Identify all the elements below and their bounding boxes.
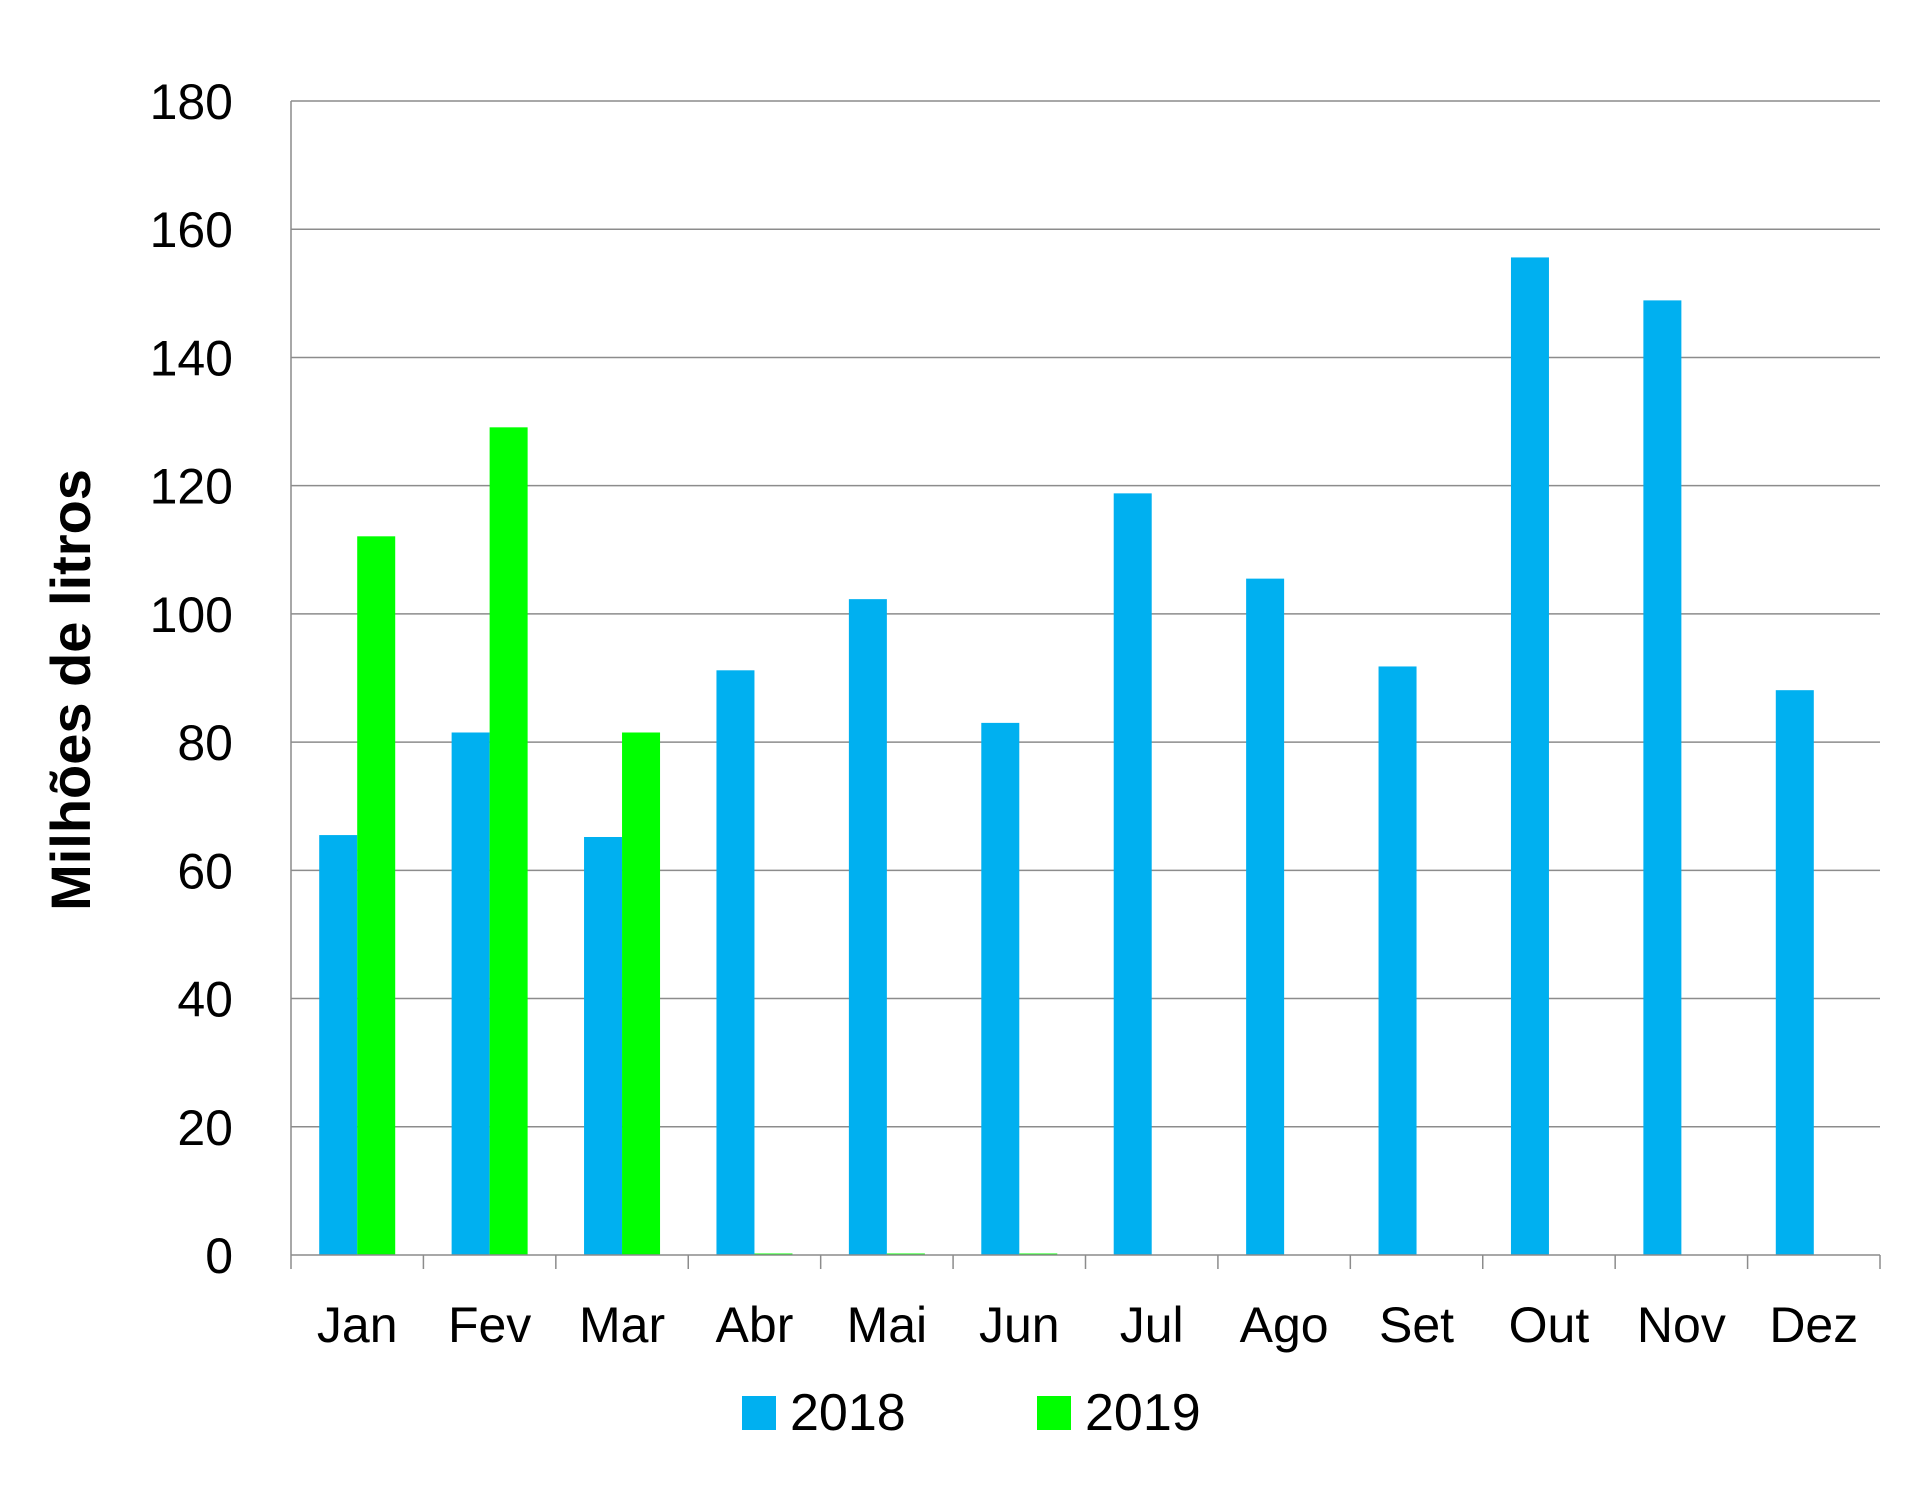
legend: 2018 2019 (742, 1384, 1201, 1442)
bar-2018-fev (451, 732, 490, 1255)
x-tick-label: Ago (1240, 1297, 1329, 1353)
bar-2019-fev (489, 427, 528, 1255)
legend-label-2019: 2019 (1085, 1384, 1201, 1442)
bar-2018-mai (848, 599, 887, 1255)
bar-2019-jan (357, 536, 396, 1255)
x-tick-label: Jun (979, 1297, 1060, 1353)
x-tick-label: Mar (579, 1297, 665, 1353)
bar-2019-mar (622, 732, 661, 1255)
legend-swatch-2019 (1037, 1396, 1071, 1430)
x-tick-label: Abr (716, 1297, 794, 1353)
x-tick-label: Mai (847, 1297, 928, 1353)
x-tick-labels: Jan Fev Mar Abr Mai Jun Jul Ago Set Out Nov Dez (317, 1297, 1858, 1353)
axes (290, 101, 1881, 1269)
bar-2018-out (1510, 257, 1549, 1255)
y-tick-label: 80 (177, 715, 233, 771)
bar-2018-set (1378, 666, 1417, 1255)
bar-2018-jul (1113, 493, 1152, 1255)
y-tick-label: 20 (177, 1100, 233, 1156)
x-tick-label: Jul (1120, 1297, 1184, 1353)
y-tick-label: 140 (150, 330, 233, 386)
y-tick-label: 120 (150, 459, 233, 515)
bar-2018-dez (1775, 690, 1814, 1255)
bar-2018-jun (981, 722, 1020, 1255)
y-tick-label: 180 (150, 74, 233, 130)
y-axis-label: Milhões de litros (39, 469, 102, 911)
y-tick-label: 100 (150, 587, 233, 643)
y-tick-labels: 0 20 40 60 80 100 120 140 160 180 (150, 74, 233, 1284)
bars (319, 257, 1814, 1255)
legend-label-2018: 2018 (790, 1384, 906, 1442)
y-tick-label: 0 (205, 1228, 233, 1284)
x-tick-label: Dez (1769, 1297, 1858, 1353)
y-tick-label: 60 (177, 843, 233, 899)
bar-2018-ago (1246, 578, 1285, 1255)
x-tick-label: Set (1379, 1297, 1454, 1353)
bar-2018-nov (1643, 300, 1682, 1255)
y-tick-label: 40 (177, 972, 233, 1028)
bar-2018-jan (319, 835, 358, 1255)
x-tick-label: Out (1509, 1297, 1590, 1353)
x-tick-label: Fev (448, 1297, 531, 1353)
bar-2018-abr (716, 670, 755, 1255)
x-tick-label: Nov (1637, 1297, 1726, 1353)
y-tick-label: 160 (150, 202, 233, 258)
legend-swatch-2018 (742, 1396, 776, 1430)
gridlines (291, 100, 1880, 1128)
x-tick-label: Jan (317, 1297, 398, 1353)
bar-2018-mar (584, 836, 623, 1255)
